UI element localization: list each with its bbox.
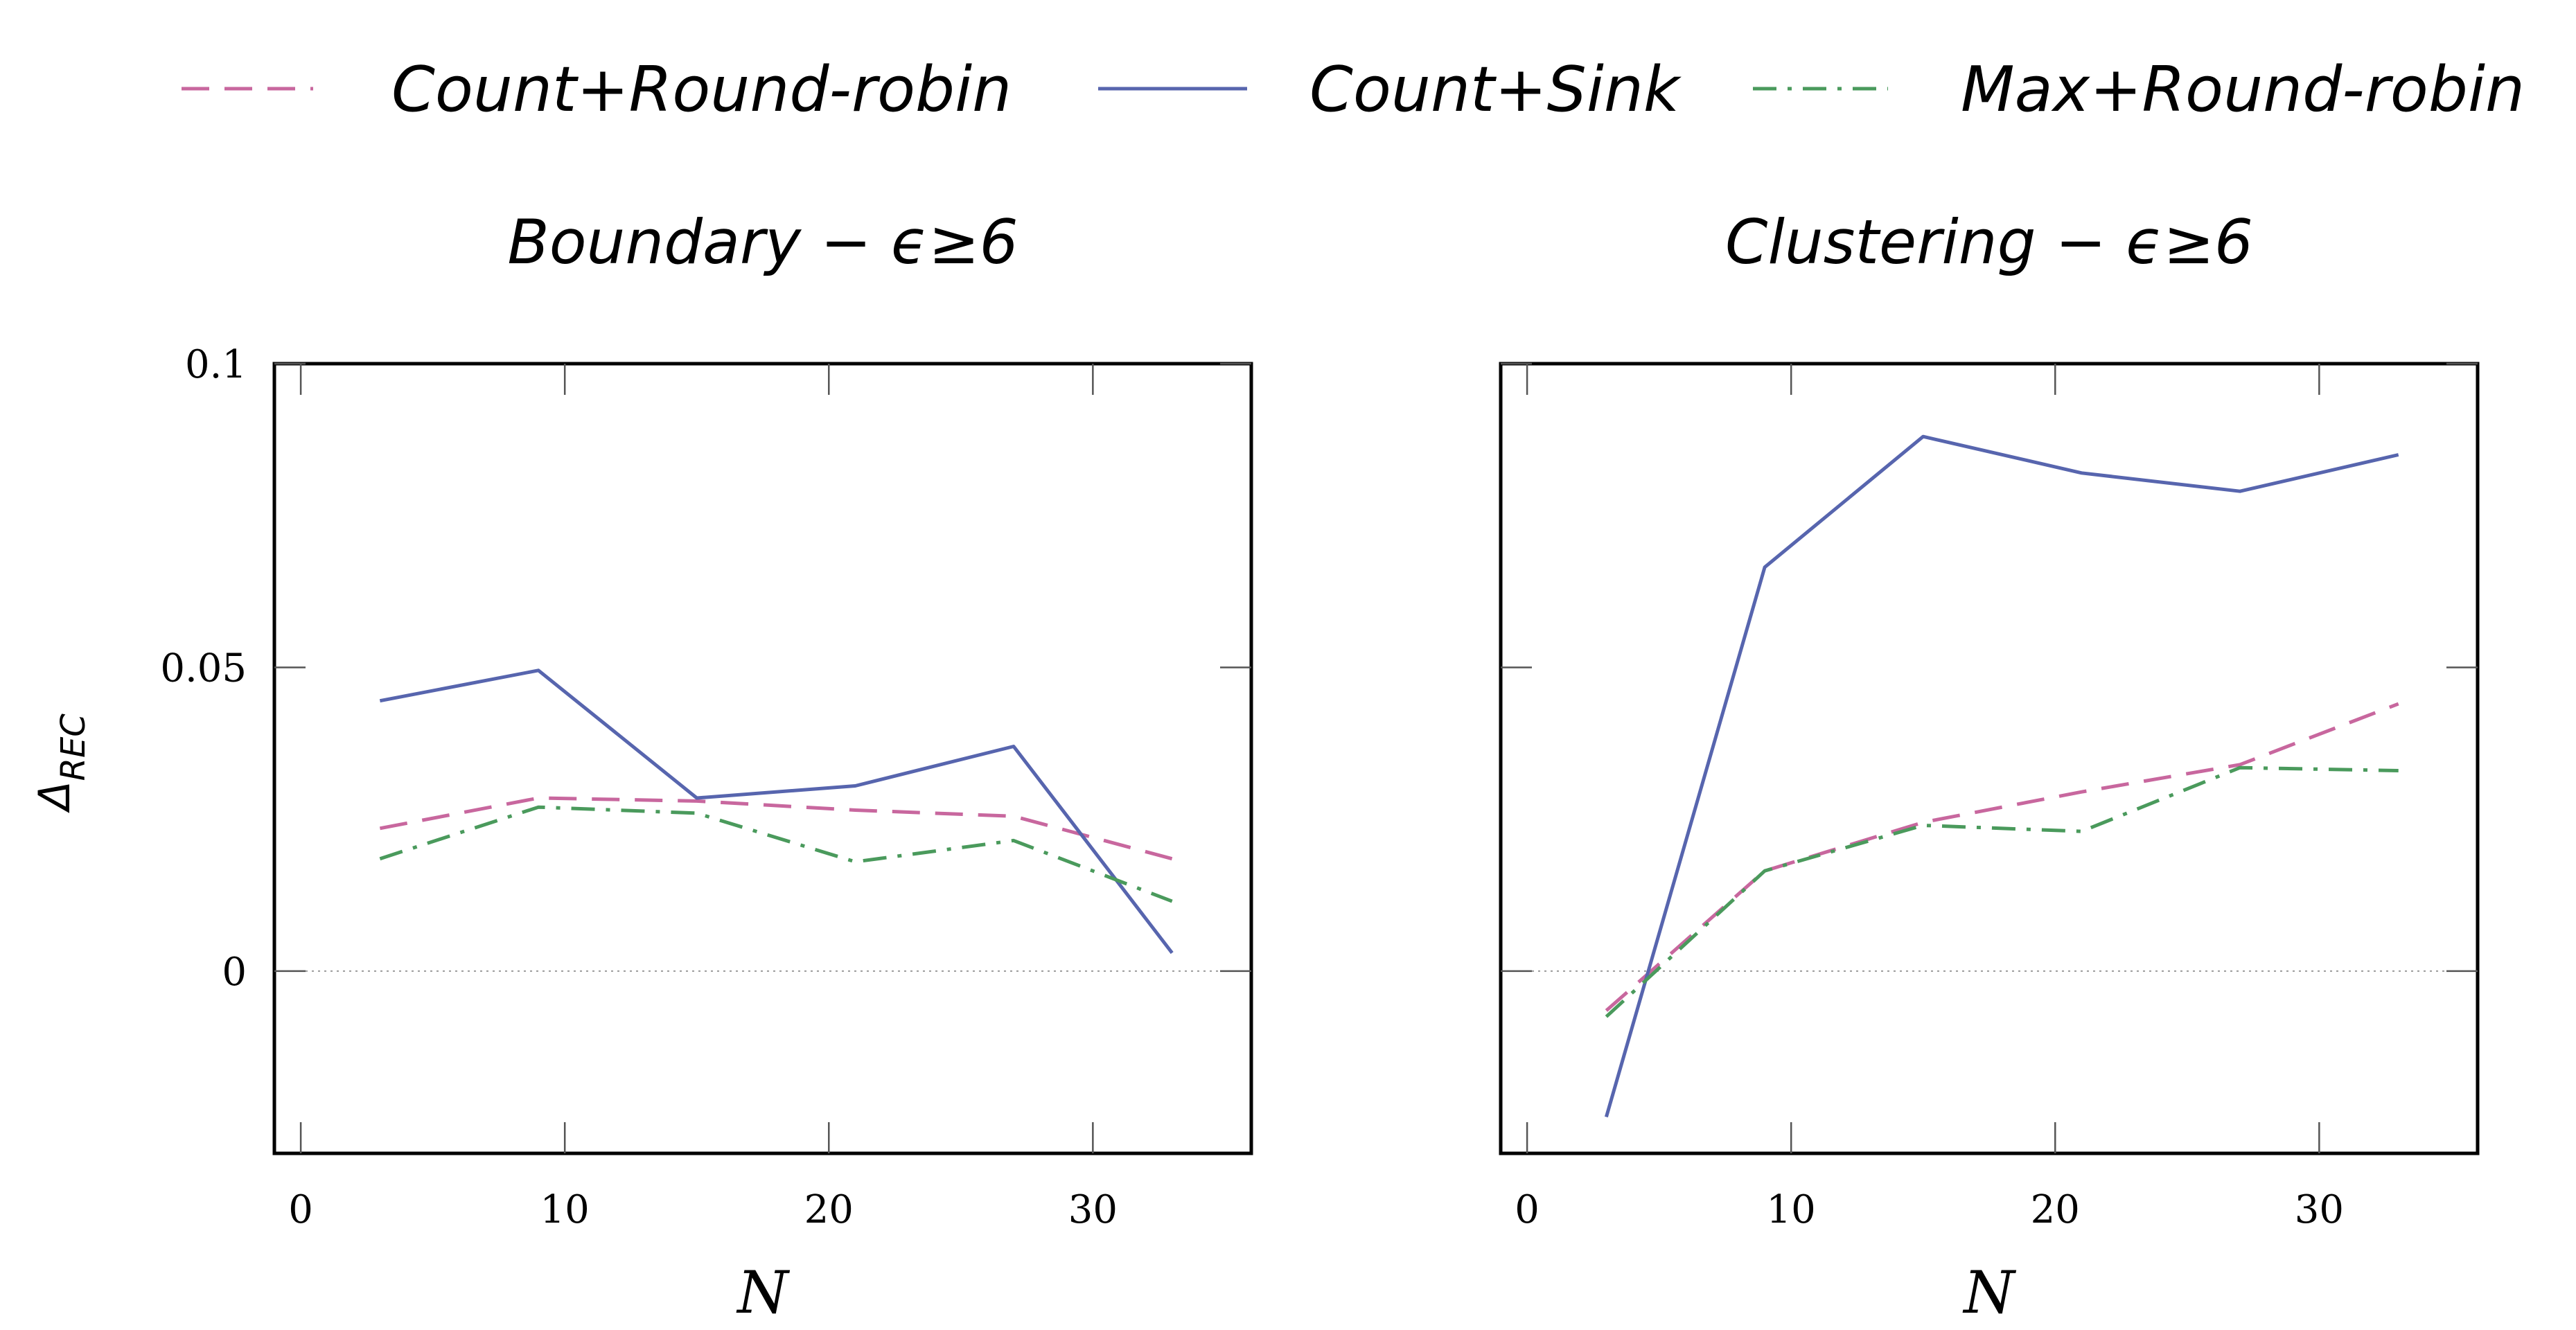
legend-label-count_sink: Count+Sink: [1309, 53, 1682, 126]
legend-label-count_rr: Count+Round-robin: [391, 53, 1012, 126]
y-axis-label-sub: REC: [54, 713, 93, 781]
plot-frame: [272, 362, 1253, 1155]
y-tick-label: 0: [222, 950, 247, 995]
x-tick-label: 20: [804, 1187, 854, 1232]
legend-label-max_rr: Max+Round-robin: [1961, 53, 2525, 126]
x-tick-label: 30: [1068, 1187, 1118, 1232]
y-tick-label: 0.05: [160, 646, 247, 691]
y-axis-label: ΔREC: [29, 713, 93, 813]
series-line-max_rr: [1605, 765, 2399, 1018]
series-line-count_rr: [379, 796, 1173, 861]
x-tick-label: 0: [1515, 1187, 1540, 1232]
y-tick-label: 0.1: [185, 342, 247, 387]
plot-frame: [1499, 362, 2480, 1155]
x-axis-label: N: [1962, 1259, 2016, 1327]
x-tick-label: 30: [2295, 1187, 2344, 1232]
legend: Count+Round-robin Count+Sink Max+Round-rob…: [182, 53, 2525, 126]
x-tick-label: 10: [540, 1187, 590, 1232]
series-line-count_sink: [1604, 434, 2399, 1118]
chart-panels: Boundary − ϵ≥60 10 20 3000.050.1NClustering…: [29, 206, 2480, 1327]
x-tick-label: 10: [1767, 1187, 1816, 1232]
series-line-count_sink: [379, 668, 1174, 955]
x-tick-label: 20: [2031, 1187, 2080, 1232]
panel-title: Boundary − ϵ≥6: [507, 206, 1018, 278]
x-axis-label: N: [736, 1259, 790, 1327]
series-line-count_rr: [1605, 702, 2399, 1012]
y-axis-label-main: Δ: [29, 781, 80, 813]
x-tick-label: 0: [288, 1187, 313, 1232]
panel-boundary: Boundary − ϵ≥6 0 10 20 30 0 0.05 0.1 N: [160, 206, 1253, 1327]
panel-clustering: Clustering − ϵ≥6 0 10 20 30 N: [1499, 206, 2480, 1327]
series-line-max_rr: [379, 805, 1173, 903]
panel-title: Clustering − ϵ≥6: [1725, 206, 2253, 278]
